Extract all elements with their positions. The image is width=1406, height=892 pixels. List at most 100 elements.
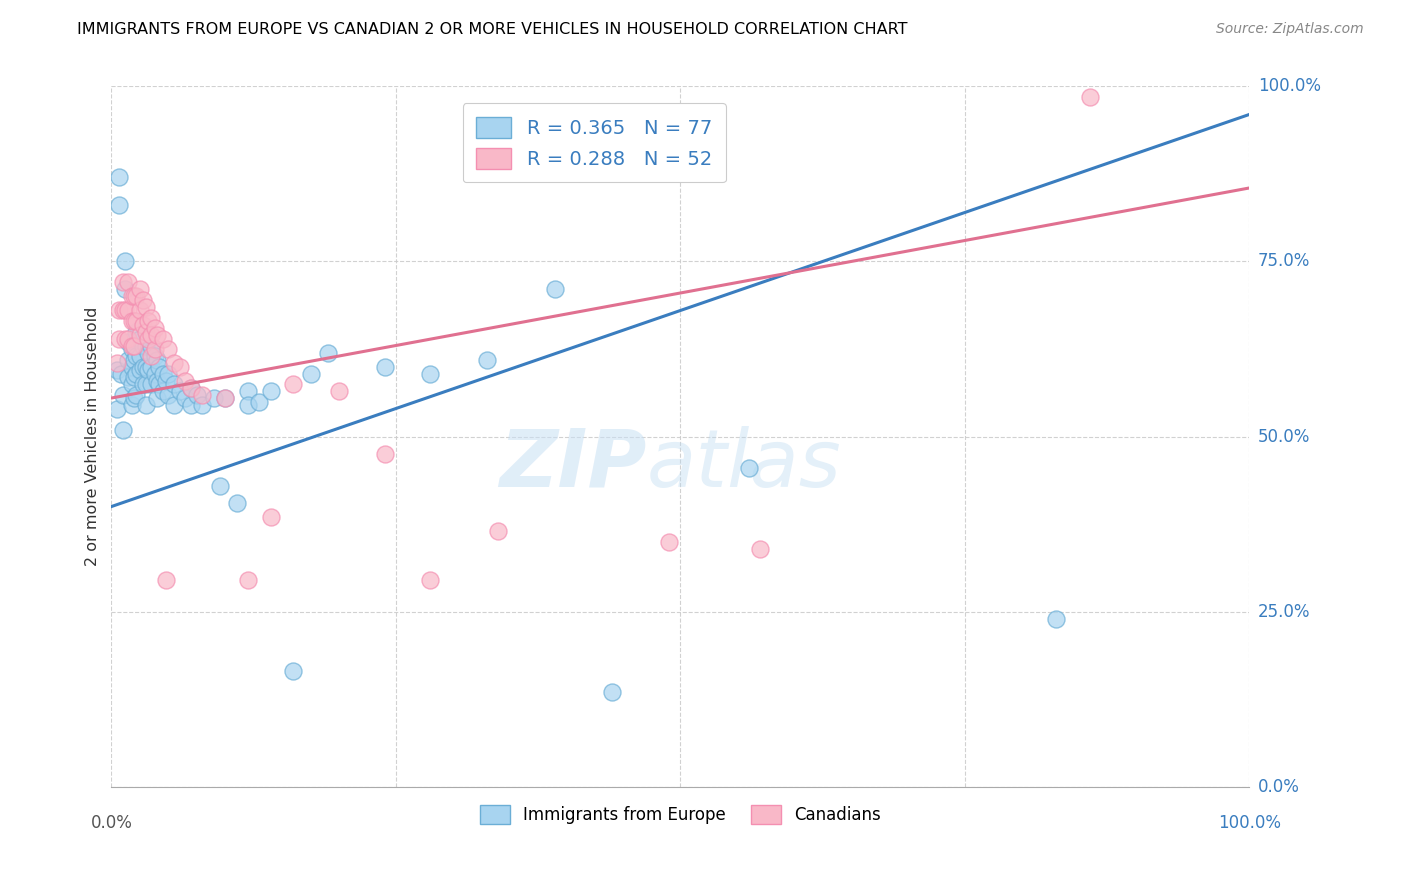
Point xyxy=(114,303,136,318)
Point xyxy=(105,356,128,370)
Point xyxy=(121,342,143,356)
Point xyxy=(163,377,186,392)
Point xyxy=(544,283,567,297)
Point xyxy=(141,377,163,392)
Point xyxy=(132,338,155,352)
Point xyxy=(141,349,163,363)
Y-axis label: 2 or more Vehicles in Household: 2 or more Vehicles in Household xyxy=(86,307,100,566)
Point xyxy=(419,367,441,381)
Legend: Immigrants from Europe, Canadians: Immigrants from Europe, Canadians xyxy=(474,799,887,830)
Point xyxy=(114,254,136,268)
Point xyxy=(122,338,145,352)
Point xyxy=(373,359,395,374)
Point xyxy=(141,310,163,325)
Point xyxy=(122,391,145,405)
Point xyxy=(143,367,166,381)
Text: 100.0%: 100.0% xyxy=(1258,78,1320,95)
Point xyxy=(148,377,170,392)
Point xyxy=(169,384,191,398)
Point xyxy=(117,331,139,345)
Text: 75.0%: 75.0% xyxy=(1258,252,1310,270)
Point xyxy=(121,377,143,392)
Point xyxy=(152,331,174,345)
Point xyxy=(121,398,143,412)
Point xyxy=(128,283,150,297)
Point xyxy=(132,377,155,392)
Text: 100.0%: 100.0% xyxy=(1218,814,1281,832)
Point xyxy=(146,328,169,343)
Point xyxy=(247,394,270,409)
Point xyxy=(157,367,180,381)
Point xyxy=(163,398,186,412)
Point xyxy=(202,391,225,405)
Text: Source: ZipAtlas.com: Source: ZipAtlas.com xyxy=(1216,22,1364,37)
Point xyxy=(108,331,131,345)
Point xyxy=(180,380,202,394)
Point xyxy=(186,387,208,401)
Point xyxy=(117,276,139,290)
Point xyxy=(135,338,157,352)
Point xyxy=(141,359,163,374)
Point xyxy=(125,314,148,328)
Point xyxy=(117,352,139,367)
Point xyxy=(155,573,177,587)
Point xyxy=(128,363,150,377)
Point xyxy=(169,359,191,374)
Point xyxy=(111,276,134,290)
Point xyxy=(260,384,283,398)
Point xyxy=(135,300,157,314)
Point xyxy=(260,510,283,524)
Point xyxy=(111,303,134,318)
Text: 0.0%: 0.0% xyxy=(1258,778,1299,796)
Point xyxy=(486,524,509,538)
Point xyxy=(128,331,150,345)
Text: atlas: atlas xyxy=(647,425,841,504)
Point xyxy=(122,352,145,367)
Point xyxy=(236,398,259,412)
Point xyxy=(132,293,155,307)
Point xyxy=(475,352,498,367)
Text: IMMIGRANTS FROM EUROPE VS CANADIAN 2 OR MORE VEHICLES IN HOUSEHOLD CORRELATION C: IMMIGRANTS FROM EUROPE VS CANADIAN 2 OR … xyxy=(77,22,908,37)
Point xyxy=(117,334,139,349)
Point xyxy=(1045,611,1067,625)
Point xyxy=(174,391,197,405)
Point xyxy=(136,345,159,359)
Point xyxy=(180,380,202,394)
Point xyxy=(146,391,169,405)
Point xyxy=(236,384,259,398)
Point xyxy=(600,685,623,699)
Point xyxy=(128,328,150,343)
Point xyxy=(121,359,143,374)
Point xyxy=(419,573,441,587)
Point xyxy=(135,325,157,339)
Point xyxy=(122,370,145,384)
Point xyxy=(121,314,143,328)
Point xyxy=(737,461,759,475)
Point xyxy=(125,367,148,381)
Point xyxy=(121,338,143,352)
Point xyxy=(122,314,145,328)
Point xyxy=(132,359,155,374)
Point xyxy=(108,303,131,318)
Point xyxy=(135,398,157,412)
Text: 0.0%: 0.0% xyxy=(90,814,132,832)
Point xyxy=(152,384,174,398)
Point xyxy=(163,356,186,370)
Point xyxy=(128,303,150,318)
Point xyxy=(108,198,131,212)
Point xyxy=(125,325,148,339)
Point xyxy=(214,391,236,405)
Point xyxy=(105,363,128,377)
Point xyxy=(136,363,159,377)
Point xyxy=(122,289,145,303)
Point xyxy=(157,387,180,401)
Point xyxy=(135,377,157,392)
Point xyxy=(316,345,339,359)
Point xyxy=(157,342,180,356)
Point xyxy=(114,331,136,345)
Text: ZIP: ZIP xyxy=(499,425,647,504)
Point xyxy=(225,496,247,510)
Point xyxy=(1078,90,1101,104)
Point xyxy=(180,398,202,412)
Point xyxy=(146,352,169,367)
